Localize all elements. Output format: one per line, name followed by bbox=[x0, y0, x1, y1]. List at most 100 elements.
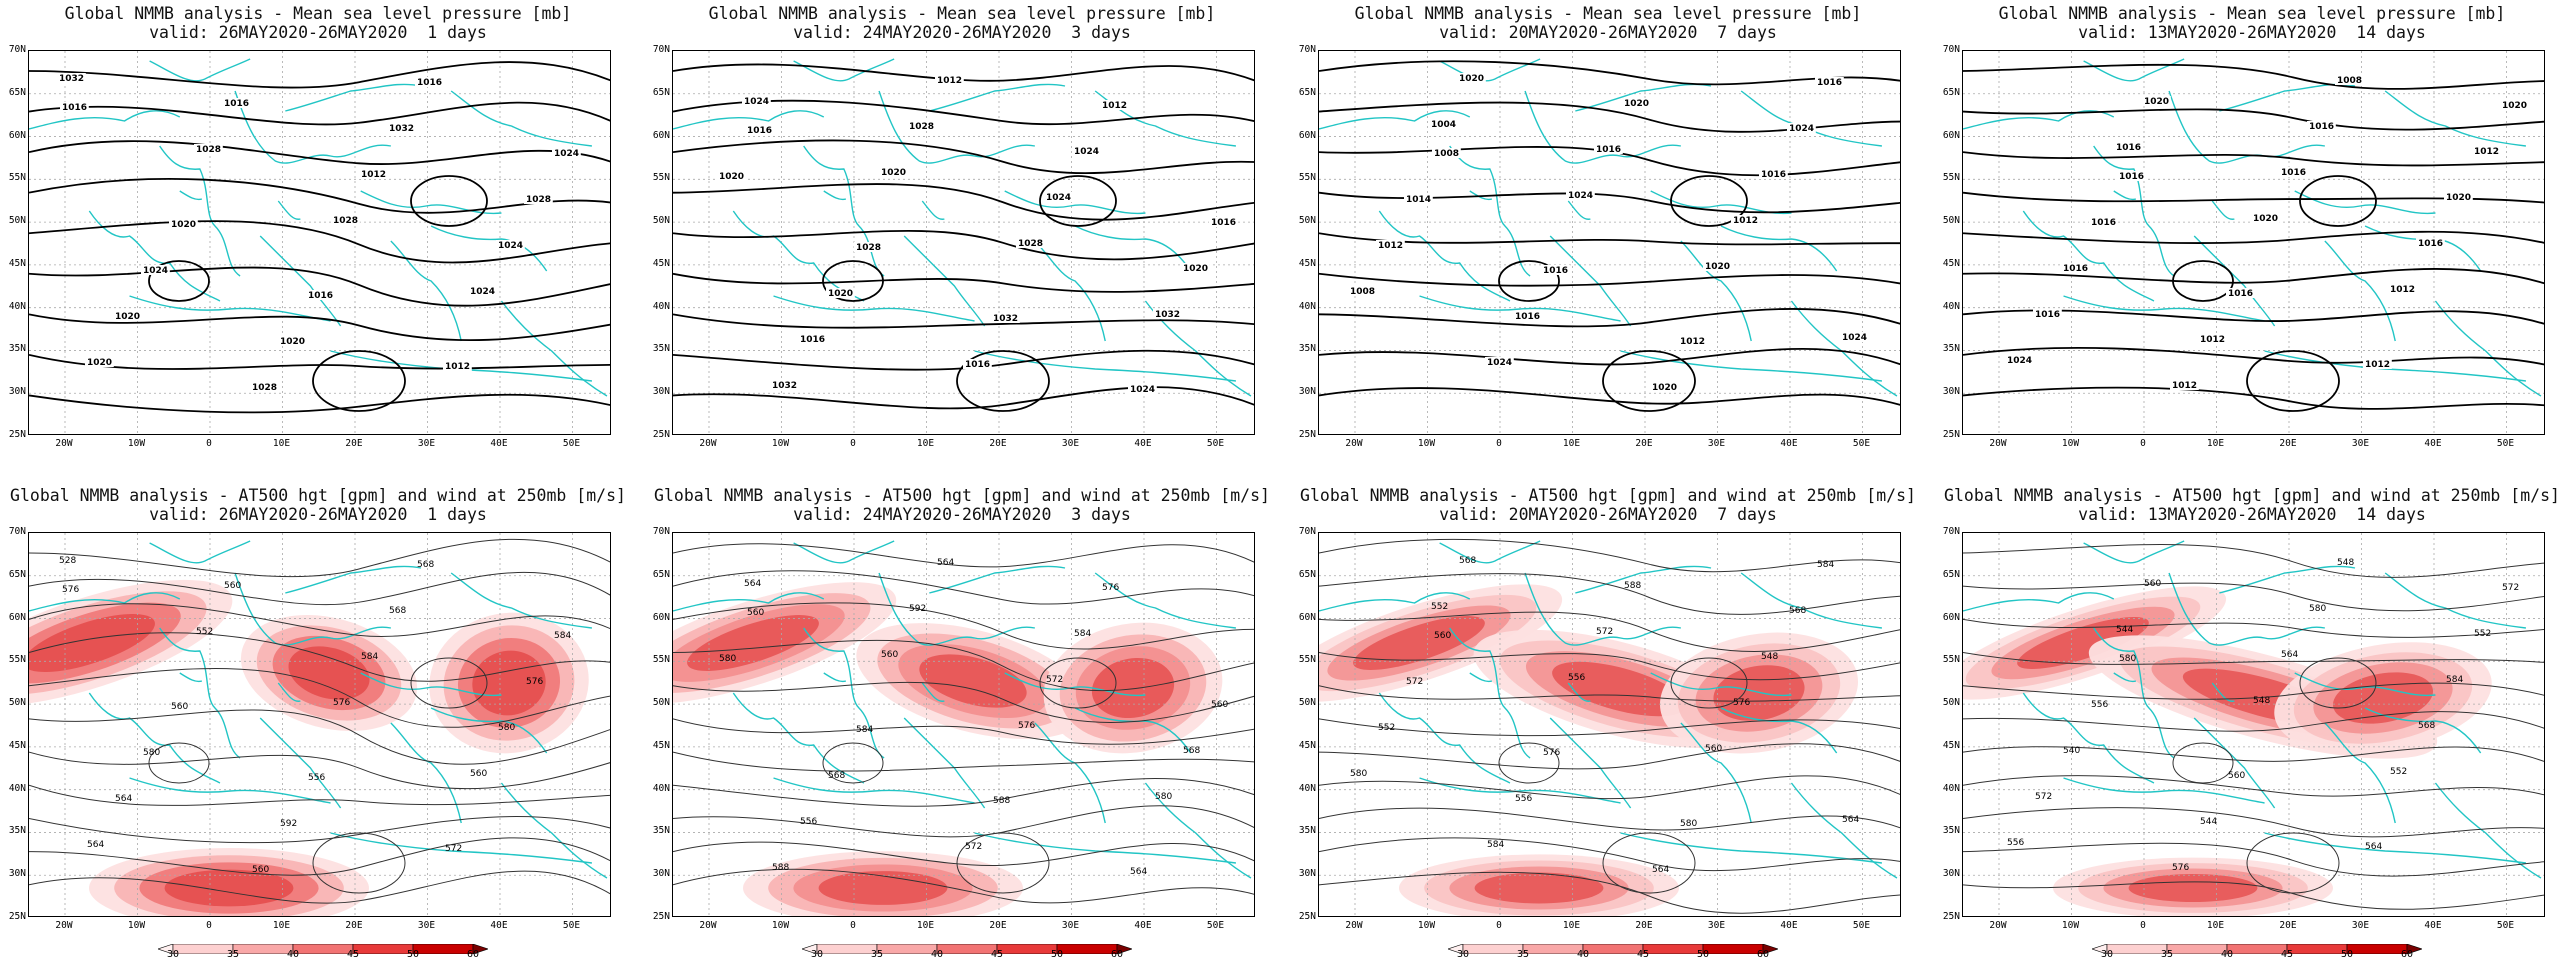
closed-contour bbox=[822, 742, 884, 784]
wind-shading bbox=[29, 579, 589, 916]
lat-tick-label: 50N bbox=[652, 215, 670, 227]
contour-label: 576 bbox=[1733, 698, 1750, 708]
contour-label: 1024 bbox=[1074, 147, 1099, 157]
lon-tick-label: 40E bbox=[2424, 438, 2442, 449]
contour-label: 1012 bbox=[1680, 337, 1705, 347]
contour-label: 576 bbox=[526, 677, 543, 687]
contour-label-bg bbox=[2114, 142, 2143, 152]
contour-line bbox=[1319, 232, 1900, 246]
lon-tick-label: 10W bbox=[127, 920, 146, 931]
map-canvas: 1004 1024 1020 1024 1020 1016 1012 1008 1024 1020… bbox=[1319, 51, 1900, 434]
wind-shading bbox=[1963, 586, 2492, 916]
lon-tick-label: 20E bbox=[345, 920, 363, 931]
colorbar-tick-label: 50 bbox=[1050, 949, 1064, 960]
contour-label-bg bbox=[1787, 123, 1816, 133]
contour-label: 560 bbox=[252, 865, 269, 875]
lat-tick-label: 55N bbox=[652, 172, 670, 184]
contour-label: 1016 bbox=[2228, 289, 2253, 299]
contour-label: 568 bbox=[828, 771, 845, 781]
coastline bbox=[1449, 627, 1531, 759]
coastlines bbox=[673, 58, 1252, 397]
lat-tick-label: 60N bbox=[1298, 611, 1316, 623]
closed-contour bbox=[956, 350, 1050, 412]
coastline bbox=[2093, 145, 2175, 277]
wind-colorbar bbox=[801, 939, 1133, 955]
contour-label-bg bbox=[1128, 384, 1157, 394]
contour-label-bg bbox=[2388, 284, 2417, 294]
contour-label-bg bbox=[1153, 309, 1182, 319]
contour-label: 552 bbox=[1378, 723, 1395, 733]
lat-tick-label: 50N bbox=[1298, 215, 1316, 227]
contour-line bbox=[673, 778, 1254, 807]
closed-contour bbox=[822, 260, 884, 302]
lat-tick-label: 45N bbox=[1298, 257, 1316, 269]
lat-tick-label: 25N bbox=[652, 429, 670, 440]
colorbar-tick-label: 60 bbox=[466, 949, 480, 960]
coastline bbox=[277, 200, 301, 220]
contour-line bbox=[1319, 743, 1900, 770]
panel-valid-date: valid: 26MAY2020-26MAY2020 1 days bbox=[149, 23, 487, 42]
contour-label: 576 bbox=[1102, 583, 1119, 593]
lon-tick-label: 20W bbox=[699, 438, 717, 449]
contour-label-bg bbox=[2170, 380, 2199, 390]
lon-tick-label: 20W bbox=[1989, 438, 2007, 449]
coastlines bbox=[1963, 540, 2542, 879]
contour-label: 1016 bbox=[1817, 78, 1842, 88]
coastline bbox=[1419, 295, 1621, 322]
coastline bbox=[129, 295, 331, 322]
contour-label: 560 bbox=[470, 769, 487, 779]
contour-label: 564 bbox=[744, 579, 761, 589]
wind-speed-shade bbox=[919, 654, 1027, 708]
lon-tick-label: 0 bbox=[206, 920, 212, 931]
contour-label: 1028 bbox=[909, 122, 934, 132]
coastline bbox=[285, 83, 422, 112]
contour-label: 560 bbox=[1705, 744, 1722, 754]
lat-tick-label: 30N bbox=[652, 386, 670, 398]
contour-label: 592 bbox=[909, 604, 926, 614]
colorbar-tick-label: 45 bbox=[346, 949, 360, 960]
coastline bbox=[2083, 540, 2185, 564]
coastline bbox=[732, 210, 865, 302]
contour-label: 580 bbox=[2309, 604, 2326, 614]
coastline bbox=[2324, 722, 2396, 824]
contour-label-bg bbox=[1100, 100, 1129, 110]
closed-contour bbox=[1039, 657, 1117, 709]
lon-tick-label: 50E bbox=[562, 438, 581, 449]
lat-tick-label: 50N bbox=[652, 697, 670, 709]
closed-contour bbox=[956, 832, 1050, 894]
contour-label: 564 bbox=[115, 794, 132, 804]
coastline bbox=[1469, 672, 1493, 683]
lat-tick-label: 40N bbox=[652, 782, 670, 794]
coastline bbox=[2264, 832, 2526, 864]
contour-label-bg bbox=[854, 242, 883, 252]
lat-tick-label: 55N bbox=[1942, 654, 1960, 666]
contour-label: 1020 bbox=[881, 168, 906, 178]
contour-label: 584 bbox=[856, 725, 873, 735]
closed-contour bbox=[2299, 175, 2377, 227]
closed-contour bbox=[1498, 742, 1560, 784]
contour-line bbox=[1319, 60, 1900, 86]
contour-label: 552 bbox=[1431, 602, 1448, 612]
contour-line bbox=[673, 386, 1254, 410]
lat-tick-label: 50N bbox=[1298, 697, 1316, 709]
contour-label-bg bbox=[524, 194, 553, 204]
contour-label: 556 bbox=[2091, 700, 2108, 710]
coastline bbox=[159, 627, 241, 759]
lon-tick-label: 0 bbox=[2140, 920, 2146, 931]
coastline bbox=[1004, 190, 1146, 215]
contour-label-bg bbox=[222, 98, 251, 108]
contour-label: 1014 bbox=[1406, 195, 1431, 205]
coastline bbox=[803, 145, 885, 277]
wind-speed-shade bbox=[1474, 872, 1604, 904]
lon-tick-label: 20W bbox=[55, 920, 73, 931]
lon-tick-label: 30E bbox=[417, 438, 436, 449]
contour-label-bg bbox=[1513, 311, 1542, 321]
coastline bbox=[773, 777, 975, 804]
contour-label: 1008 bbox=[2337, 76, 2362, 86]
coastline bbox=[450, 572, 592, 629]
contour-label: 572 bbox=[1406, 677, 1423, 687]
coastline bbox=[878, 90, 1035, 164]
coastline bbox=[2113, 190, 2137, 201]
coastline bbox=[29, 110, 181, 130]
contour-label: 560 bbox=[1211, 700, 1228, 710]
